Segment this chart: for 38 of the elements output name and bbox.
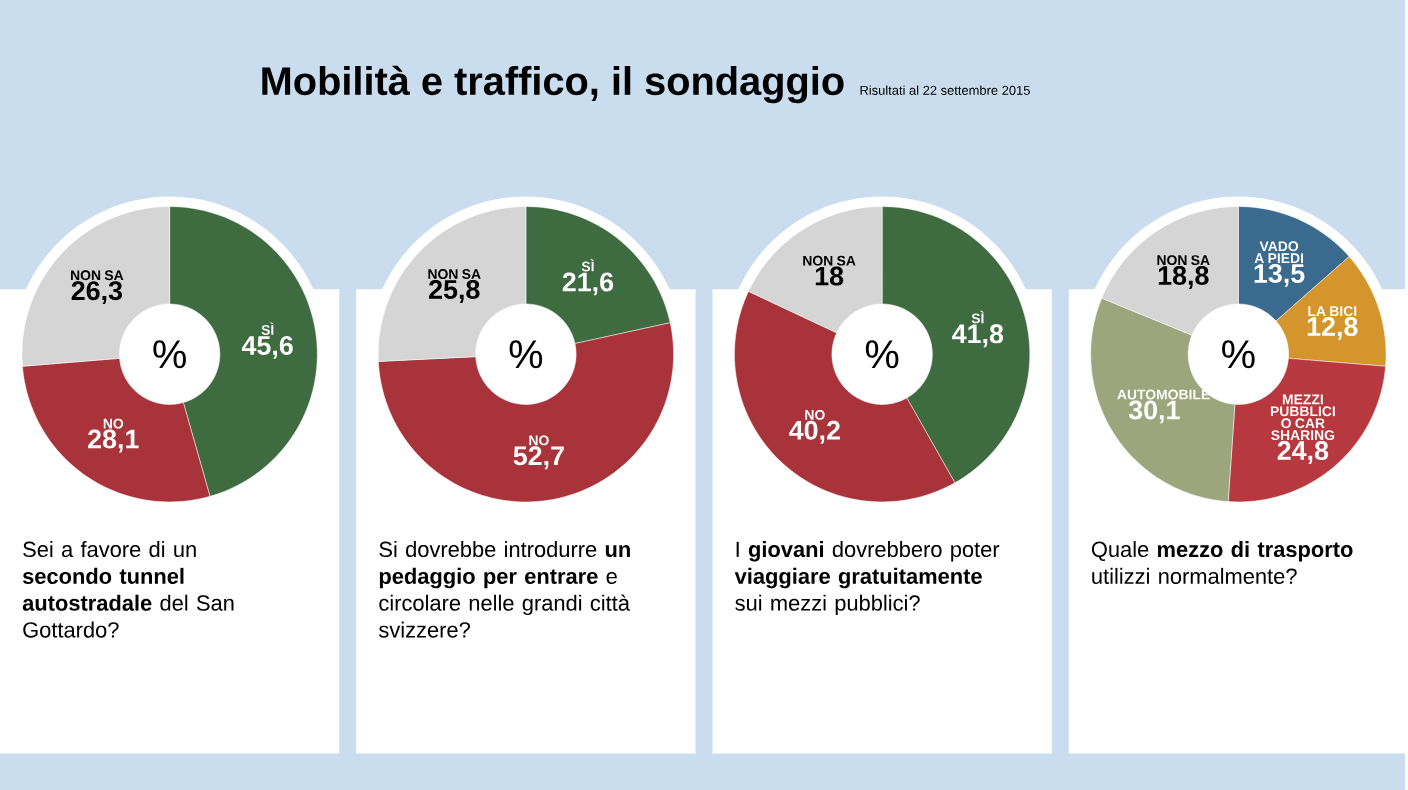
data-label: 26,3 [71, 281, 123, 304]
slice-label: AUTOMOBILE [1117, 389, 1210, 400]
data-label: 30,1 [1128, 400, 1180, 424]
data-label: 12,8 [1307, 316, 1358, 340]
text: Quale mezzo di trasporto utilizzi normalmente? [1091, 540, 1353, 584]
data-label: 24,8 [1277, 440, 1329, 464]
text: % [1222, 340, 1255, 368]
slice-label: SÌ [971, 310, 984, 324]
data-label: 18 [815, 266, 844, 286]
slice-label: NON SA [803, 255, 856, 266]
data-label: 28,1 [88, 429, 139, 453]
text: Si dovrebbe introdurre un pedaggio per entrare e circolare nelle grandi città svizzere? [379, 540, 630, 638]
slice-label: NON SA [71, 270, 124, 281]
text: % [153, 340, 186, 368]
slice-label: NON SA [428, 268, 481, 279]
text: % [865, 340, 899, 368]
text: Mobilità e traffico, il sondaggio [262, 65, 844, 104]
data-label: 21,6 [562, 272, 614, 296]
data-label: 41,8 [952, 324, 1004, 348]
slice-label: SÌ [581, 258, 594, 272]
text: Risultati al 22 settembre 2015 [860, 85, 1030, 95]
slice-label: MEZZI PUBBLICI O CAR SHARING [1270, 394, 1335, 440]
data-label: 52,7 [513, 446, 564, 470]
slice-label: LA BICI [1308, 306, 1357, 316]
slice-label: NON SA [1157, 255, 1210, 265]
slice-label: NO [805, 409, 825, 420]
data-label: 25,8 [429, 279, 480, 303]
data-label: 13,5 [1254, 263, 1305, 287]
data-label: 40,2 [789, 420, 840, 444]
slice-label: VADO A PIEDI [1254, 241, 1304, 263]
data-label: 18,8 [1158, 265, 1209, 289]
chart-title: Sei a favore di un secondo tunnel autostradale del San Gottardo? [22, 540, 234, 638]
data-label: 45,6 [241, 335, 293, 359]
text: % [509, 340, 543, 368]
slice-label: NO [529, 435, 549, 446]
slice-label: SÌ [261, 322, 274, 335]
slice-label: NO [103, 418, 124, 429]
text: I giovani dovrebbero poter viaggiare gratuitamente sui mezzi pubblici? [734, 540, 1000, 615]
